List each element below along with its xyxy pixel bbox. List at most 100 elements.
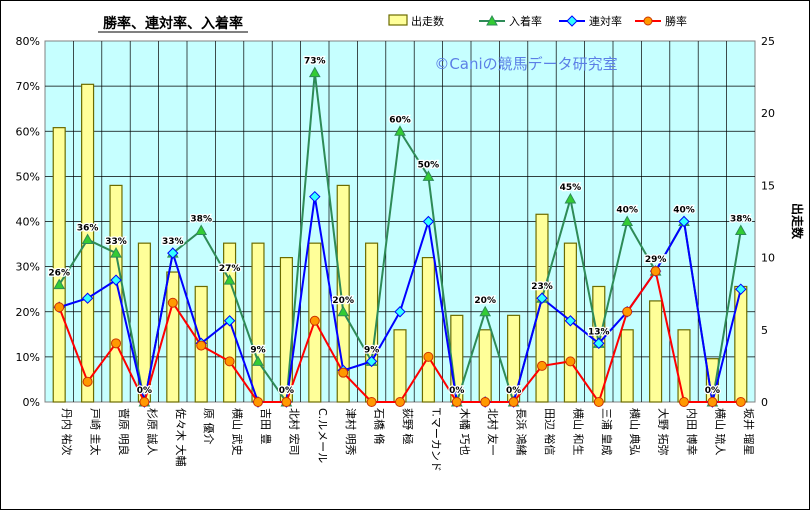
point (536, 292, 548, 304)
point (337, 305, 350, 317)
y-tick-label: 10% (16, 351, 40, 364)
point (338, 367, 349, 378)
point (508, 397, 519, 407)
bar (393, 329, 407, 403)
data-label: 45% (560, 183, 582, 193)
data-label: 38% (730, 215, 752, 225)
y-tick-label: 70% (16, 80, 40, 93)
y2-tick-label: 20 (761, 107, 775, 120)
y-tick-label: 20% (16, 306, 40, 319)
legend-swatch (388, 14, 408, 26)
point (564, 192, 577, 204)
chart-title: 勝率、連対率、入着率 (103, 15, 243, 32)
point (564, 315, 577, 327)
data-label: 33% (162, 237, 184, 247)
data-label: 20% (332, 296, 354, 306)
data-label: 60% (389, 115, 411, 125)
point (82, 376, 93, 387)
point (281, 397, 292, 407)
point (253, 397, 263, 407)
point (110, 274, 122, 286)
category-label: 坂井 瑠星 (742, 408, 756, 456)
y-tick-label: 60% (16, 125, 40, 138)
data-label: 20% (474, 296, 496, 306)
point (565, 356, 576, 367)
y-tick-label: 50% (16, 170, 40, 183)
category-label: 大野 拓弥 (657, 408, 671, 456)
category-label: 横山 和生 (571, 408, 585, 456)
legend-label: 出走数 (411, 14, 444, 28)
bar (677, 329, 691, 403)
category-label: 木幡 巧也 (458, 408, 472, 456)
point (252, 355, 264, 366)
category-label: 横山 武史 (231, 408, 245, 456)
point (365, 355, 378, 368)
y2-tick-label: 10 (761, 252, 775, 265)
point (423, 351, 434, 362)
data-label: 27% (219, 264, 241, 274)
y2-axis-label: 出走数 (790, 203, 805, 240)
category-label: 原 優介 (202, 408, 215, 445)
data-label: 0% (279, 386, 294, 396)
point (650, 266, 661, 277)
point (366, 397, 377, 407)
point (111, 338, 121, 349)
data-label: 0% (506, 386, 521, 396)
legend-label: 勝率 (665, 14, 687, 28)
bar (336, 184, 350, 403)
y2-tick-label: 15 (761, 179, 775, 192)
point (196, 340, 207, 351)
data-label: 40% (673, 206, 695, 216)
point (422, 215, 435, 228)
point (479, 305, 492, 317)
bar (421, 257, 435, 403)
category-label: 杉原 誠人 (145, 408, 159, 456)
category-label: 吉田 豊 (259, 408, 272, 445)
bar (279, 257, 293, 403)
y2-tick-label: 5 (761, 324, 768, 337)
watermark: ©Caniの競馬データ研究室 (434, 55, 617, 73)
y-tick-label: 0% (23, 396, 40, 409)
data-label: 26% (48, 269, 70, 279)
category-label: 北村 宏司 (287, 408, 301, 456)
category-label: C.ルメール (316, 408, 329, 463)
data-label: 50% (418, 160, 440, 170)
data-label: 33% (105, 237, 127, 247)
bar (620, 329, 634, 403)
point (735, 283, 747, 295)
point (707, 397, 718, 407)
bar (109, 184, 123, 403)
point (593, 397, 604, 407)
bar (649, 300, 663, 403)
legend-label: 連対率 (589, 14, 622, 28)
point (734, 224, 747, 236)
point (224, 356, 235, 367)
data-label: 0% (137, 386, 152, 396)
legend-marker (566, 15, 578, 27)
bar (478, 329, 492, 403)
y-tick-label: 80% (16, 35, 40, 48)
point (309, 190, 321, 203)
data-label: 40% (616, 206, 638, 216)
category-label: 長浜 鴻緒 (515, 408, 529, 456)
point (451, 397, 462, 407)
bar (52, 127, 66, 403)
data-label: 23% (531, 282, 553, 292)
data-label: 13% (588, 327, 610, 337)
bar (166, 271, 180, 403)
point (537, 360, 547, 371)
point (309, 315, 320, 326)
category-label: 佐々木 大輔 (174, 408, 188, 467)
point (81, 292, 94, 304)
data-label: 73% (304, 57, 326, 67)
point (223, 315, 236, 327)
point (394, 306, 406, 318)
y-tick-label: 40% (16, 216, 40, 229)
y2-tick-label: 25 (761, 35, 775, 48)
category-label: 田辺 裕信 (543, 408, 556, 456)
legend-marker (643, 16, 653, 26)
y-tick-label: 30% (16, 261, 40, 274)
point (480, 397, 491, 407)
